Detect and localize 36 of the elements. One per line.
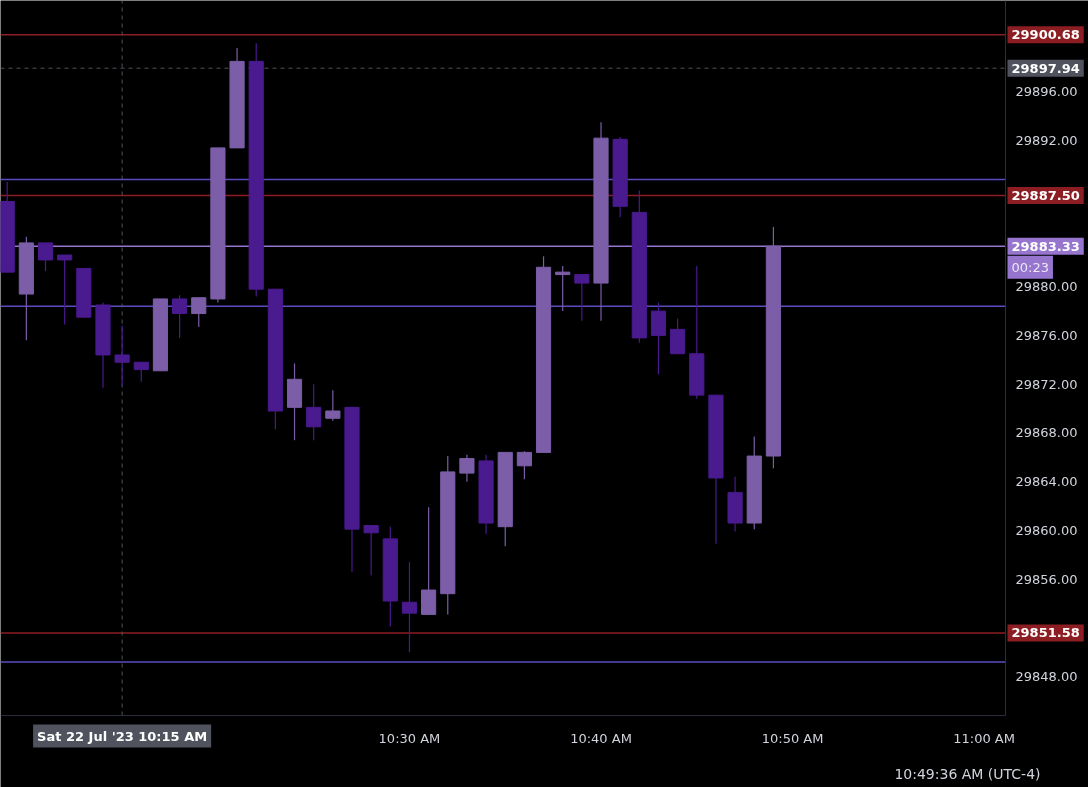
y-tick-label: 29880.00 bbox=[1015, 279, 1078, 295]
candlestick bbox=[574, 273, 590, 322]
candlestick bbox=[459, 454, 475, 483]
candlestick bbox=[133, 361, 149, 383]
candlestick bbox=[191, 297, 207, 328]
y-tick-label: 29856.00 bbox=[1015, 571, 1078, 587]
ref-line-label: 29887.50 bbox=[1011, 187, 1080, 203]
candlestick bbox=[516, 450, 532, 480]
candlestick bbox=[172, 294, 188, 339]
candlestick bbox=[114, 325, 130, 387]
candlestick bbox=[325, 389, 341, 422]
x-tick-label: 10:50 AM bbox=[761, 730, 824, 746]
y-tick-label: 29892.00 bbox=[1015, 133, 1078, 149]
ref-line-label: 29900.68 bbox=[1011, 27, 1080, 43]
y-tick-label: 29848.00 bbox=[1015, 669, 1078, 685]
x-tick-label: 10:40 AM bbox=[570, 730, 632, 746]
y-tick-label: 29876.00 bbox=[1015, 327, 1078, 343]
candlestick bbox=[306, 383, 322, 441]
x-tick-label: 10:30 AM bbox=[378, 730, 441, 746]
text: 00:23 bbox=[1011, 259, 1049, 275]
candlestick bbox=[363, 524, 379, 577]
ref-line-label: 29883.33 bbox=[1011, 238, 1080, 254]
x-tick-label: 11:00 AM bbox=[953, 730, 1015, 746]
y-tick-label: 29868.00 bbox=[1015, 425, 1078, 441]
candlestick bbox=[57, 254, 73, 326]
y-tick-label: 29864.00 bbox=[1015, 474, 1078, 490]
ref-line-label: 29897.94 bbox=[1011, 60, 1080, 76]
candlestick bbox=[401, 561, 418, 653]
candlestick bbox=[555, 265, 571, 312]
y-tick-label: 29872.00 bbox=[1015, 376, 1078, 392]
y-tick-label: 29860.00 bbox=[1015, 522, 1078, 538]
text: 10:49:36 AM (UTC-4) bbox=[894, 765, 1041, 782]
ref-line-label: 29851.58 bbox=[1011, 625, 1080, 641]
y-tick-label: 29896.00 bbox=[1015, 84, 1078, 100]
candlestick bbox=[37, 242, 54, 272]
ref-line-label: Sat 22 Jul '23 10:15 AM bbox=[37, 728, 208, 744]
